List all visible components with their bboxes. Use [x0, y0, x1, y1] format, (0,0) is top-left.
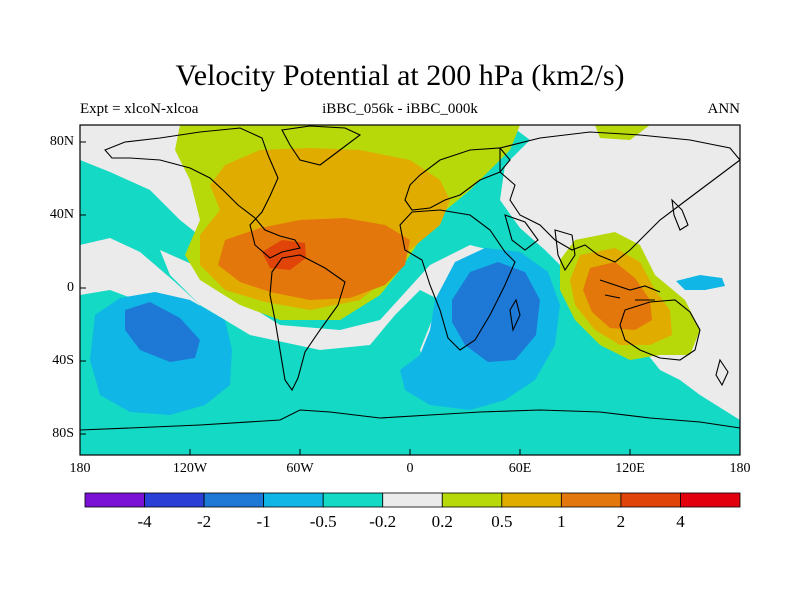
coast-india — [554, 229, 576, 272]
colorbar-label: -0.5 — [309, 512, 337, 531]
colorbar-label: -0.2 — [369, 512, 397, 531]
colorbar-label: -4 — [137, 512, 152, 531]
colorbar-box — [144, 492, 205, 508]
lon-label-60e: 60E — [508, 461, 532, 476]
contour-field — [80, 125, 740, 455]
coast-north-america — [104, 127, 301, 259]
coast-greenland — [281, 125, 362, 166]
colorbar-label: 0.2 — [431, 512, 453, 531]
coast-europe — [404, 147, 511, 211]
colorbar-label: 4 — [676, 512, 685, 531]
coast-japan — [671, 198, 689, 231]
colorbar-label: 2 — [616, 512, 626, 531]
colorbar-box — [382, 492, 443, 508]
field-pos-weak-3 — [595, 125, 650, 140]
coast-africa — [399, 209, 516, 351]
colorbar-label: 1 — [557, 512, 566, 531]
field-neg-strong — [125, 302, 200, 362]
colorbar-box — [84, 492, 145, 508]
coast-south-america — [269, 254, 346, 392]
colorbar-box — [203, 492, 265, 508]
field-neg-strong-2 — [452, 262, 540, 362]
lat-label-40s: 40S — [52, 353, 74, 368]
colorbar-box — [620, 492, 681, 508]
colorbar-label: -1 — [256, 512, 271, 531]
colorbar-box — [322, 492, 384, 508]
colorbar-box — [560, 492, 622, 508]
colorbar-label: -2 — [196, 512, 212, 531]
axis-ticks — [79, 141, 741, 455]
coast-antarctica — [80, 409, 740, 431]
coast-madagascar — [509, 298, 521, 332]
coast-asia — [499, 131, 740, 263]
colorbar-label: 0.5 — [491, 512, 513, 531]
colorbar-box — [501, 492, 562, 508]
field-pos-max — [262, 240, 306, 270]
field-pos-strong — [218, 218, 410, 300]
colorbar-box — [263, 492, 324, 508]
lon-label-0: 0 — [406, 461, 414, 476]
lat-label-0: 0 — [67, 280, 74, 295]
case-label: iBBC_056k - iBBC_000k — [322, 101, 478, 117]
experiment-label: Expt = xlcoN-xlcoa — [80, 101, 199, 117]
lon-label-120e: 120E — [615, 461, 645, 476]
plot-title: Velocity Potential at 200 hPa (km2/s) — [175, 59, 625, 92]
coast-australia — [619, 299, 701, 361]
lon-label-180-right: 180 — [729, 461, 751, 476]
lon-label-60w: 60W — [286, 461, 314, 476]
season-label: ANN — [707, 101, 741, 117]
coast-arabia — [504, 214, 539, 251]
colorbar — [84, 492, 741, 508]
lat-label-40n: 40N — [49, 207, 74, 222]
coast-indonesia — [599, 279, 661, 301]
lon-label-120w: 120W — [172, 461, 208, 476]
lat-label-80s: 80S — [52, 426, 74, 441]
coastlines — [80, 125, 740, 431]
field-neg-mid-3 — [676, 275, 725, 290]
lon-label-180-left: 180 — [69, 461, 91, 476]
colorbar-box — [441, 492, 503, 508]
field-pos-strong-2 — [583, 262, 652, 330]
coast-new-zealand — [715, 358, 729, 387]
lat-label-80n: 80N — [49, 134, 74, 149]
colorbar-box — [680, 492, 741, 508]
